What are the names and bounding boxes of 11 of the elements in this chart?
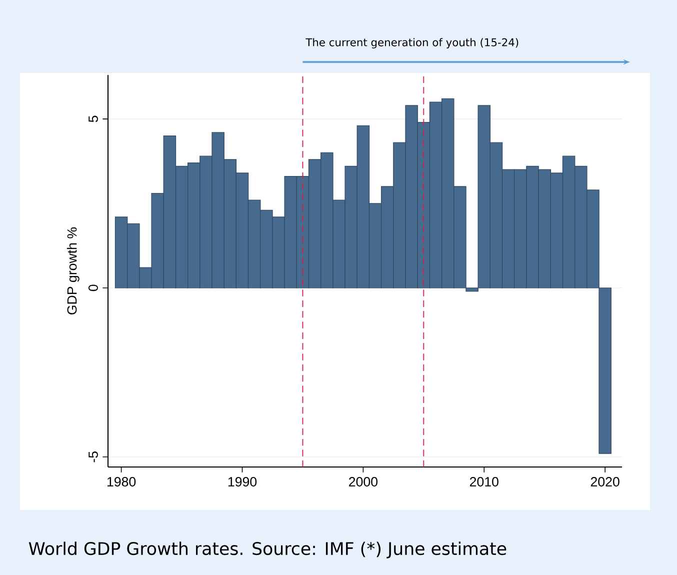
text: World GDP Growth rates. Source: IMF (*) June estimate bbox=[28, 542, 506, 558]
x-tick-label: 2020 bbox=[590, 477, 620, 486]
y-tick-label: -5 bbox=[88, 451, 98, 462]
y-tick-label: 5 bbox=[88, 116, 98, 122]
y-tick-label: 0 bbox=[88, 284, 98, 292]
text: The current generation of youth (15-24) bbox=[306, 38, 518, 48]
x-tick-label: 1990 bbox=[228, 477, 257, 486]
x-tick-label: 1980 bbox=[108, 477, 136, 486]
x-tick-label: 2000 bbox=[349, 477, 378, 486]
y-axis-title: GDP growth % bbox=[66, 227, 80, 314]
x-tick-label: 2010 bbox=[470, 477, 498, 486]
